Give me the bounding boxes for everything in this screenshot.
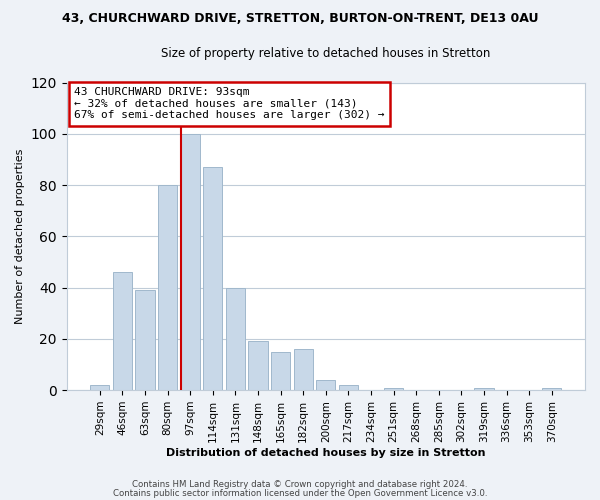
Bar: [316, 380, 335, 390]
Bar: [226, 288, 245, 390]
Text: 43 CHURCHWARD DRIVE: 93sqm
← 32% of detached houses are smaller (143)
67% of sem: 43 CHURCHWARD DRIVE: 93sqm ← 32% of deta…: [74, 87, 385, 120]
Bar: [384, 388, 403, 390]
Bar: [339, 385, 358, 390]
Bar: [475, 388, 494, 390]
Bar: [90, 385, 109, 390]
Bar: [203, 167, 223, 390]
Title: Size of property relative to detached houses in Stretton: Size of property relative to detached ho…: [161, 48, 491, 60]
Bar: [113, 272, 132, 390]
Bar: [136, 290, 155, 390]
X-axis label: Distribution of detached houses by size in Stretton: Distribution of detached houses by size …: [166, 448, 485, 458]
Text: Contains HM Land Registry data © Crown copyright and database right 2024.: Contains HM Land Registry data © Crown c…: [132, 480, 468, 489]
Bar: [542, 388, 562, 390]
Bar: [248, 342, 268, 390]
Text: 43, CHURCHWARD DRIVE, STRETTON, BURTON-ON-TRENT, DE13 0AU: 43, CHURCHWARD DRIVE, STRETTON, BURTON-O…: [62, 12, 538, 26]
Bar: [181, 134, 200, 390]
Bar: [158, 185, 177, 390]
Y-axis label: Number of detached properties: Number of detached properties: [15, 148, 25, 324]
Text: Contains public sector information licensed under the Open Government Licence v3: Contains public sector information licen…: [113, 488, 487, 498]
Bar: [293, 349, 313, 390]
Bar: [271, 352, 290, 390]
